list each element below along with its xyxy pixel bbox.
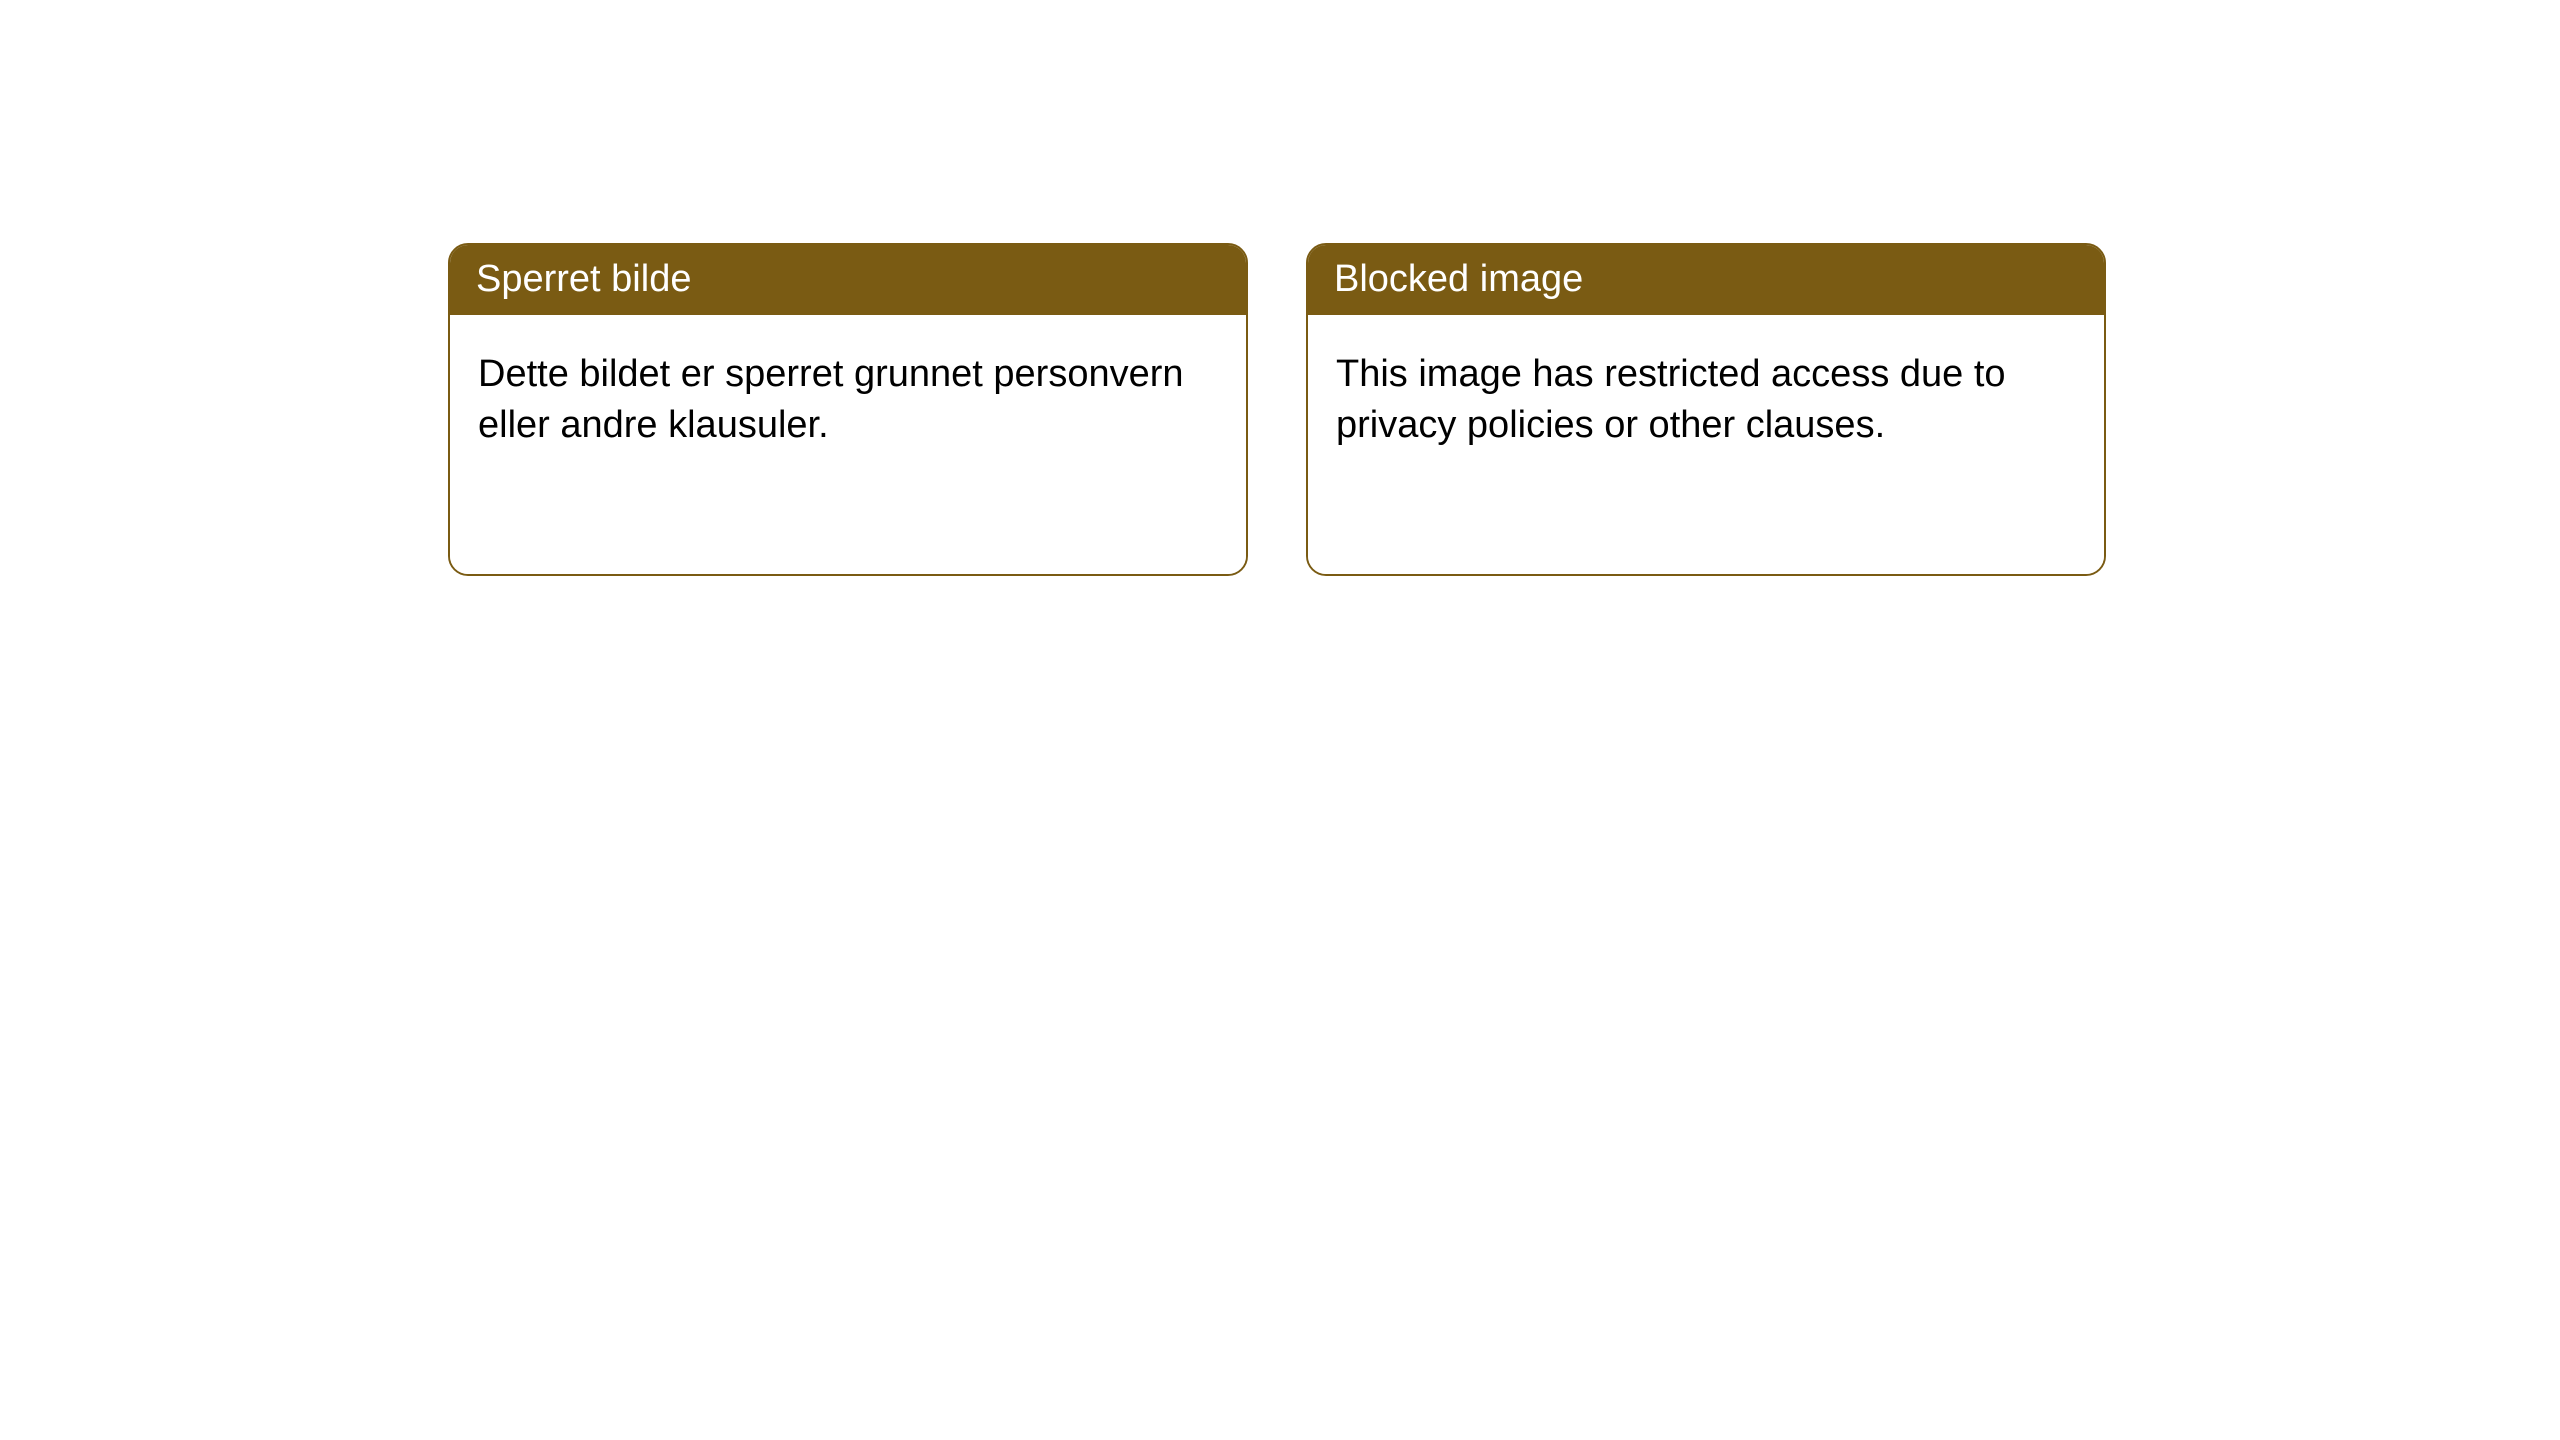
card-body-no: Dette bildet er sperret grunnet personve… — [450, 315, 1246, 574]
card-title-no: Sperret bilde — [476, 258, 691, 300]
cards-container: Sperret bilde Dette bildet er sperret gr… — [448, 243, 2106, 576]
card-text-en: This image has restricted access due to … — [1336, 353, 2006, 446]
card-title-en: Blocked image — [1334, 258, 1583, 300]
card-header-no: Sperret bilde — [450, 245, 1246, 315]
card-header-en: Blocked image — [1308, 245, 2104, 315]
card-text-no: Dette bildet er sperret grunnet personve… — [478, 353, 1184, 446]
blocked-image-card-no: Sperret bilde Dette bildet er sperret gr… — [448, 243, 1248, 576]
blocked-image-card-en: Blocked image This image has restricted … — [1306, 243, 2106, 576]
card-body-en: This image has restricted access due to … — [1308, 315, 2104, 574]
